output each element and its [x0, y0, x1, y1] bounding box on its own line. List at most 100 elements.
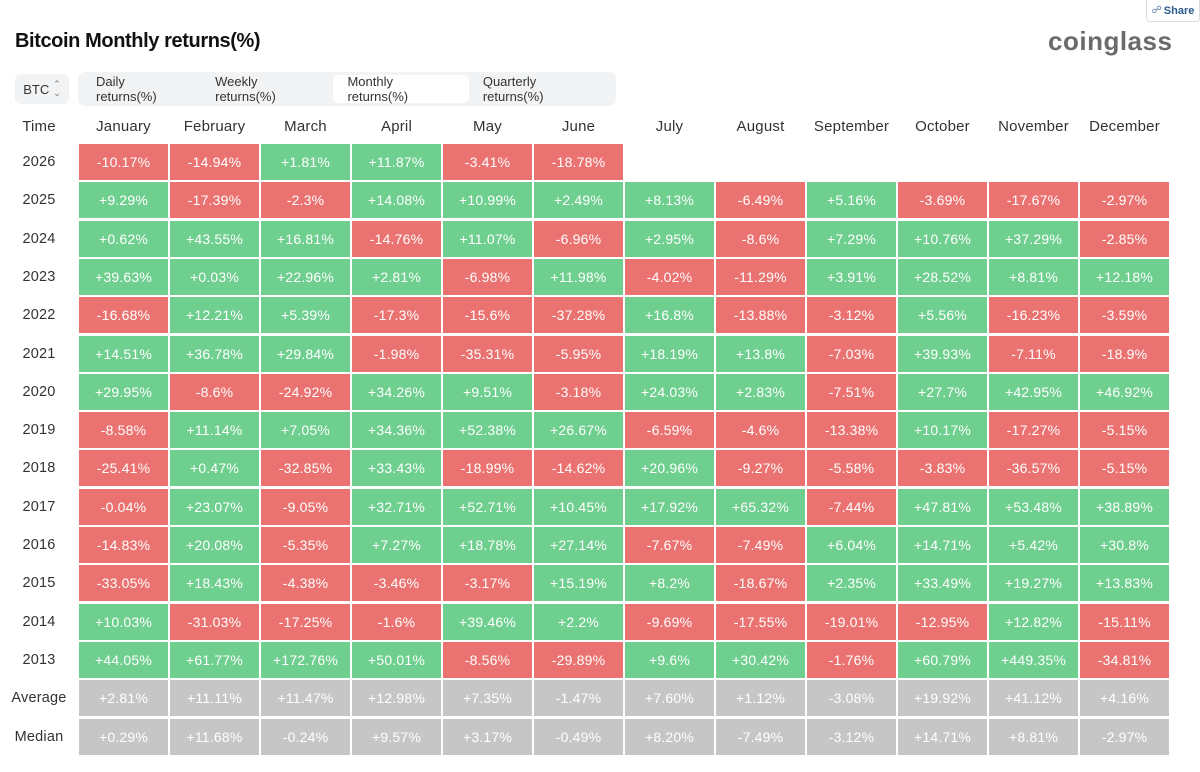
return-cell: +29.84% [261, 335, 350, 372]
return-cell: -35.31% [443, 335, 532, 372]
return-cell: -18.9% [1080, 335, 1169, 372]
return-cell: -12.95% [898, 603, 987, 640]
return-cell: +2.49% [534, 182, 623, 219]
tab-weekly[interactable]: Weekly returns(%) [215, 74, 276, 104]
year-label: 2015 [22, 575, 56, 592]
return-cell: -16.23% [989, 297, 1078, 334]
return-cell: -31.03% [170, 603, 259, 640]
return-cell: +11.87% [352, 144, 441, 180]
return-cell: +10.76% [898, 220, 987, 257]
return-cell: +449.35% [989, 641, 1078, 678]
return-cell: -3.18% [534, 373, 623, 410]
return-cell: +38.89% [1080, 488, 1169, 525]
return-cell: +7.05% [261, 412, 350, 449]
year-label: 2026 [22, 154, 56, 170]
return-cell: -3.69% [898, 182, 987, 219]
return-cell: +37.29% [989, 220, 1078, 257]
return-cell: +12.18% [1080, 258, 1169, 295]
tab-quarterly[interactable]: Quarterly returns(%) [482, 74, 544, 104]
return-cell: -3.17% [443, 565, 532, 602]
return-cell: +10.17% [898, 412, 987, 449]
stat-cell: -0.24% [261, 718, 350, 755]
return-cell: -4.6% [716, 412, 805, 449]
return-cell: +14.71% [898, 527, 987, 563]
stat-cell: -0.49% [534, 718, 623, 755]
return-cell: -34.81% [1080, 641, 1169, 678]
return-cell: +34.26% [352, 373, 441, 410]
return-cell: +0.47% [170, 450, 259, 487]
return-cell: -37.28% [534, 297, 623, 334]
return-cell: +46.92% [1080, 373, 1169, 410]
tab-monthly[interactable]: Monthly returns(%) [333, 74, 469, 104]
stat-cell: +4.16% [1080, 680, 1169, 717]
share-button[interactable]: ☍ Share [1146, 0, 1200, 22]
return-cell: -14.76% [352, 220, 441, 257]
return-cell: -5.35% [261, 527, 350, 563]
stat-label: Average [11, 690, 67, 707]
month-header: March [284, 117, 327, 135]
return-cell: +20.08% [170, 527, 259, 563]
return-cell: -17.55% [716, 603, 805, 640]
return-cell: +5.39% [261, 297, 350, 334]
return-cell: -5.95% [534, 335, 623, 372]
stat-cell: +11.68% [170, 718, 259, 755]
return-cell: +33.49% [898, 565, 987, 602]
return-cell: +2.35% [807, 565, 896, 602]
return-cell: -15.6% [443, 297, 532, 334]
return-cell: +22.96% [261, 258, 350, 295]
return-cell: -10.17% [79, 144, 168, 180]
return-cell: -14.62% [534, 450, 623, 487]
return-cell: -5.58% [807, 450, 896, 487]
stat-cell: +7.60% [625, 680, 714, 717]
return-cell: +9.29% [79, 182, 168, 219]
year-label: 2018 [22, 460, 56, 477]
return-cell: +18.19% [625, 335, 714, 372]
return-cell: -7.51% [807, 373, 896, 410]
coin-select[interactable]: BTC ⌃ ⌄ [15, 74, 69, 104]
year-label: 2017 [22, 498, 56, 515]
return-cell: +9.6% [625, 641, 714, 678]
return-cell: -7.44% [807, 488, 896, 525]
return-cell: +39.46% [443, 603, 532, 640]
month-header: June [561, 117, 596, 135]
stat-cell: -7.49% [716, 718, 805, 755]
return-cell: +5.56% [898, 297, 987, 334]
stat-cell: -1.47% [534, 680, 623, 717]
time-header: Time [22, 117, 56, 135]
stat-cell: +3.17% [443, 718, 532, 755]
return-cell: -32.85% [261, 450, 350, 487]
return-cell: +2.81% [352, 258, 441, 295]
return-cell: -3.12% [807, 297, 896, 334]
return-cell: +50.01% [352, 641, 441, 678]
return-cell: +34.36% [352, 412, 441, 449]
return-cell: -16.68% [79, 297, 168, 334]
share-label: Share [1163, 4, 1195, 17]
return-cell: +27.7% [898, 373, 987, 410]
return-cell: +11.98% [534, 258, 623, 295]
return-cell: -14.94% [170, 144, 259, 180]
return-cell: -36.57% [989, 450, 1078, 487]
return-cell: +7.29% [807, 220, 896, 257]
return-cell: +36.78% [170, 335, 259, 372]
return-cell: +5.42% [989, 527, 1078, 563]
month-header: January [96, 117, 151, 135]
return-cell: +24.03% [625, 373, 714, 410]
return-cell: -3.83% [898, 450, 987, 487]
return-cell: +6.04% [807, 527, 896, 563]
month-header: May [473, 117, 502, 135]
return-cell: -7.11% [989, 335, 1078, 372]
return-cell: +5.16% [807, 182, 896, 219]
tab-daily[interactable]: Daily returns(%) [96, 74, 157, 104]
return-cell: +2.83% [716, 373, 805, 410]
return-cell: +0.03% [170, 258, 259, 295]
return-cell: +13.8% [716, 335, 805, 372]
return-cell: -1.98% [352, 335, 441, 372]
return-cell: +39.93% [898, 335, 987, 372]
return-cell: -7.49% [716, 527, 805, 563]
return-cell: -6.49% [716, 182, 805, 219]
return-cell: +28.52% [898, 258, 987, 295]
return-cell: +20.96% [625, 450, 714, 487]
return-cell: -8.56% [443, 641, 532, 678]
return-cell: +53.48% [989, 488, 1078, 525]
return-cell: -5.15% [1080, 450, 1169, 487]
